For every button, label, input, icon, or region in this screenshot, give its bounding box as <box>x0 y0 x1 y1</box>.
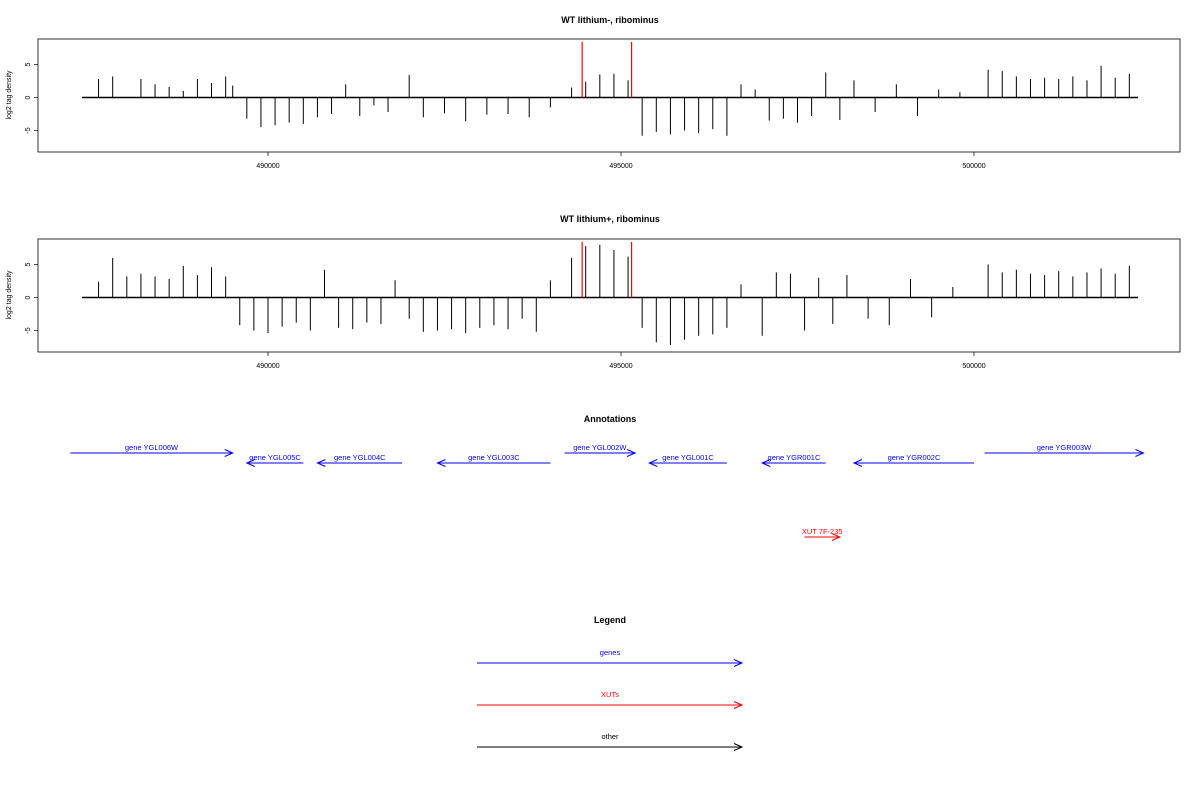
legend-items: genes XUTs other <box>477 648 744 751</box>
x-tick-label: 490000 <box>256 363 279 370</box>
y-axis-label: log2 tag density <box>6 270 13 320</box>
highlight-marks <box>581 242 633 298</box>
legend-label: genes <box>600 648 621 657</box>
arrow-head <box>245 459 256 467</box>
track-panel-lithium-plus: WT lithium+, ribominus log2 tag density … <box>6 214 1181 370</box>
legend-item: other <box>477 732 744 751</box>
arrow-head <box>1135 449 1145 457</box>
plot-frame <box>37 38 1181 153</box>
gene-arrow: gene YGR001C <box>760 453 826 467</box>
y-tick-label: 5 <box>25 62 32 66</box>
y-tick-label: 0 <box>25 295 32 299</box>
x-axis: 490000 495000 500000 <box>256 352 986 370</box>
x-axis: 490000 495000 500000 <box>256 152 986 170</box>
y-axis-label: log2 tag density <box>6 70 13 120</box>
y-axis: 5 0 -5 <box>25 262 38 334</box>
legend-arrow-head <box>733 659 744 667</box>
gene-arrow: gene YGR002C <box>852 453 974 467</box>
panel-title: WT lithium+, ribominus <box>560 214 660 224</box>
gene-label: gene YGR003W <box>1037 443 1092 452</box>
gene-label: gene YGL005C <box>249 453 301 462</box>
gene-label: gene YGR002C <box>888 453 941 462</box>
legend-arrow-head <box>733 701 744 709</box>
gene-label: gene YGL003C <box>468 453 520 462</box>
legend-label: XUTs <box>601 690 619 699</box>
arrow-head <box>760 459 771 467</box>
gene-arrow: gene YGL006W <box>70 443 234 457</box>
gene-arrow: gene YGL004C <box>316 453 403 467</box>
gene-label: gene YGL001C <box>662 453 714 462</box>
signal-bars <box>82 244 1138 346</box>
xut-label: XUT 7F-235 <box>802 527 843 536</box>
arrow-head <box>831 533 842 541</box>
gene-arrows: gene YGL006W gene YGL005C gene YGL004C gene… <box>70 443 1145 467</box>
x-tick-label: 490000 <box>256 163 279 170</box>
gene-arrow: gene YGL003C <box>436 453 551 467</box>
x-tick-label: 500000 <box>962 163 985 170</box>
arrow-head <box>316 459 326 467</box>
y-tick-label: -5 <box>25 327 32 333</box>
y-tick-label: 0 <box>25 95 32 99</box>
track-panel-lithium-minus: WT lithium-, ribominus log2 tag density … <box>6 15 1181 170</box>
arrow-head <box>852 459 863 467</box>
y-tick-label: 5 <box>25 262 32 266</box>
xut-arrow: XUT 7F-235 <box>802 527 843 541</box>
gene-label: gene YGL002W <box>573 443 627 452</box>
y-tick-label: -5 <box>25 127 32 133</box>
x-tick-label: 495000 <box>609 363 632 370</box>
gene-arrow: gene YGL002W <box>564 443 637 457</box>
gene-arrow: gene YGR003W <box>984 443 1145 457</box>
plot-frame <box>37 238 1181 353</box>
gene-arrow: gene YGL005C <box>245 453 304 467</box>
gene-label: gene YGL006W <box>125 443 179 452</box>
signal-bars <box>82 65 1138 136</box>
annotations-title: Annotations <box>584 414 637 424</box>
arrow-head <box>626 449 637 457</box>
x-tick-label: 495000 <box>609 163 632 170</box>
legend-title: Legend <box>594 615 626 625</box>
highlight-marks <box>581 42 633 98</box>
legend-label: other <box>601 732 619 741</box>
y-axis: 5 0 -5 <box>25 62 38 134</box>
gene-arrow: gene YGL001C <box>647 453 727 467</box>
legend: Legend genes XUTs other <box>477 615 744 751</box>
panel-title: WT lithium-, ribominus <box>561 15 659 25</box>
legend-item: genes <box>477 648 744 667</box>
xut-arrows: XUT 7F-235 <box>802 527 843 541</box>
legend-item: XUTs <box>477 690 744 709</box>
gene-label: gene YGR001C <box>768 453 821 462</box>
arrow-head <box>436 459 446 467</box>
arrow-head <box>224 449 234 457</box>
arrow-head <box>647 459 658 467</box>
gene-label: gene YGL004C <box>334 453 386 462</box>
legend-arrow-head <box>733 743 744 751</box>
x-tick-label: 500000 <box>962 363 985 370</box>
